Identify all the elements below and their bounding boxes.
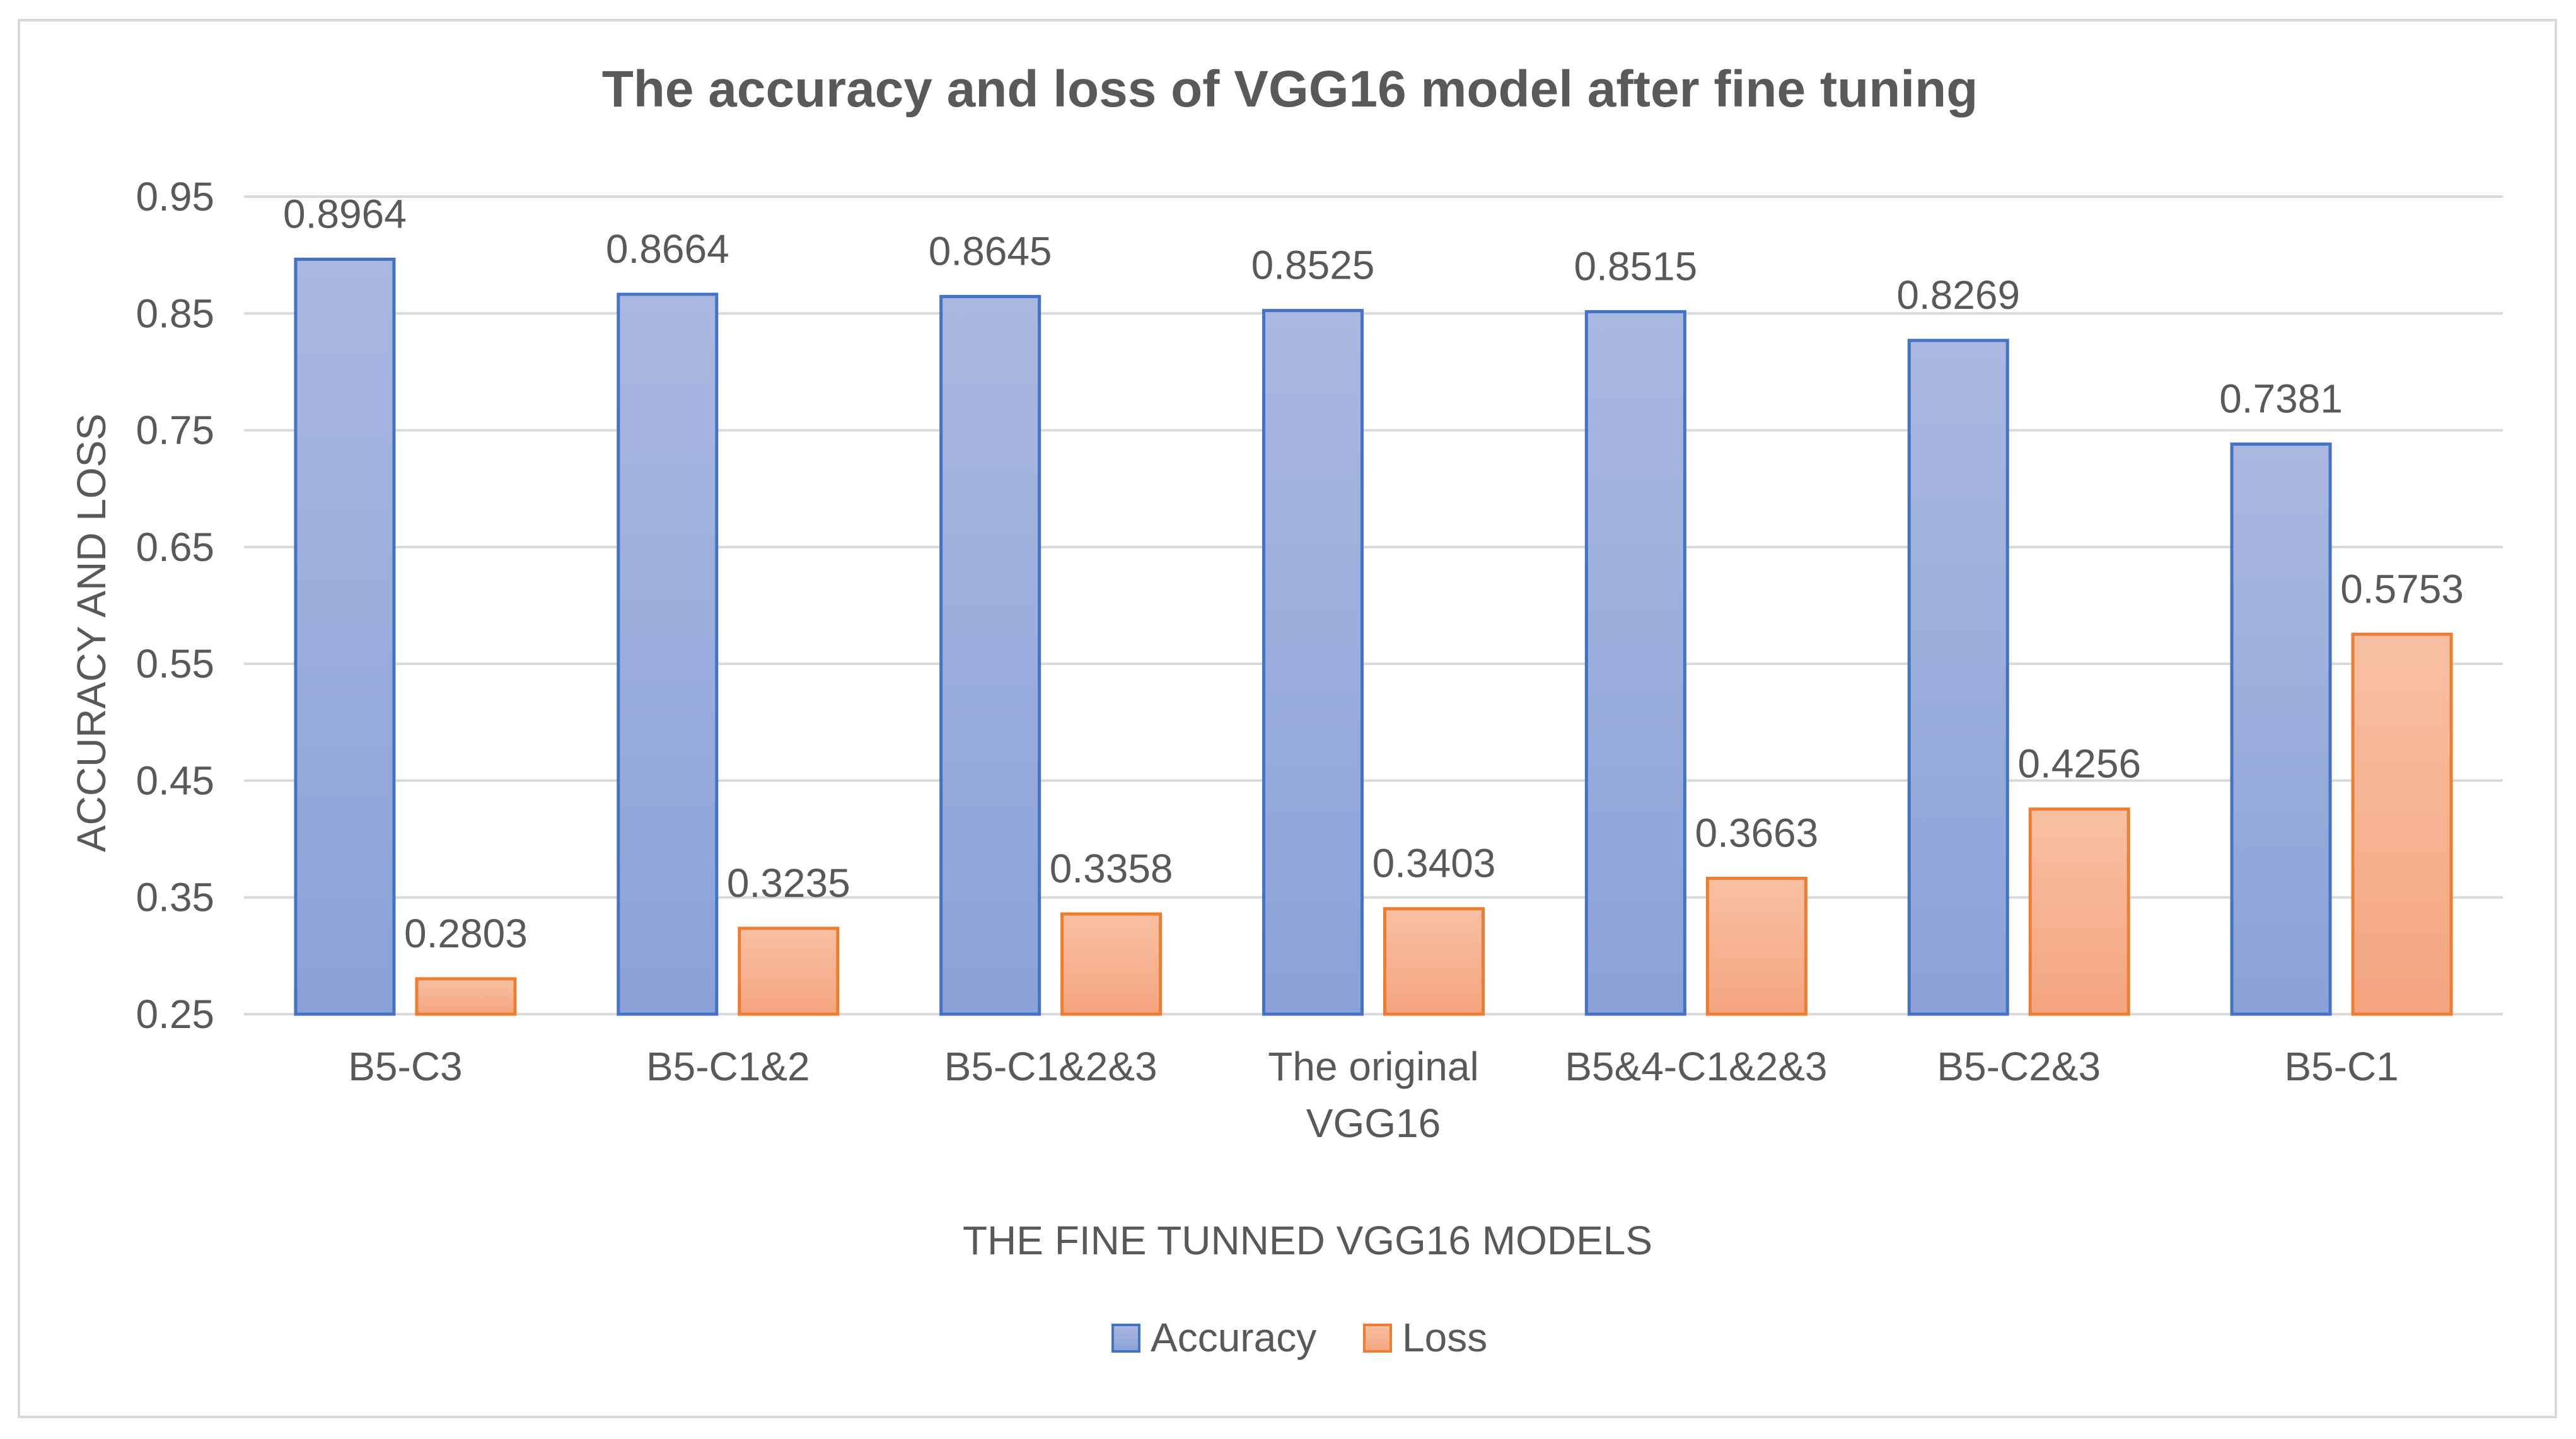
chart-title: The accuracy and loss of VGG16 model aft… [602, 61, 1978, 118]
loss-bar [1705, 877, 1807, 1016]
accuracy-bar [1584, 310, 1686, 1016]
loss-bar [415, 977, 517, 1016]
loss-data-label: 0.3235 [727, 860, 850, 906]
x-tick-label: B5&4-C1&2&3 [1565, 1044, 1827, 1089]
legend-loss-swatch [1363, 1324, 1392, 1353]
accuracy-bar [2230, 442, 2332, 1016]
data-labels: 0.8964 0.2803 0.8664 0.3235 0.8645 0.3358 0.85… [283, 191, 2464, 956]
grid-lines [244, 195, 2503, 1015]
loss-data-label: 0.5753 [2340, 566, 2464, 611]
legend-loss-label: Loss [1402, 1315, 1487, 1360]
legend-accuracy-swatch [1111, 1324, 1140, 1353]
loss-bar [1383, 907, 1485, 1016]
loss-bar [2351, 632, 2453, 1016]
x-tick-label: B5-C3 [348, 1044, 462, 1089]
x-tick-label: B5-C1&2 [646, 1044, 810, 1089]
y-axis-title: ACCURACY AND LOSS [69, 413, 114, 852]
y-axis-ticks: 0.25 0.35 0.45 0.55 0.65 0.75 0.85 0.95 [136, 174, 214, 1037]
loss-data-label: 0.3663 [1695, 811, 1818, 856]
accuracy-bar [939, 294, 1041, 1016]
x-tick-label: B5-C2&3 [1937, 1044, 2101, 1089]
accuracy-data-label: 0.8525 [1251, 243, 1375, 288]
y-tick-label: 0.95 [136, 174, 214, 219]
loss-bar [738, 927, 840, 1016]
loss-bar [2028, 807, 2130, 1016]
accuracy-bar [1907, 338, 2009, 1016]
accuracy-data-label: 0.7381 [2219, 376, 2343, 422]
x-tick-label: B5-C1 [2284, 1044, 2398, 1089]
loss-data-label: 0.2803 [404, 911, 528, 956]
accuracy-data-label: 0.8964 [283, 191, 407, 236]
y-tick-label: 0.55 [136, 641, 214, 686]
loss-bar [1060, 912, 1163, 1016]
accuracy-data-label: 0.8645 [929, 228, 1052, 274]
loss-data-label: 0.4256 [2017, 741, 2141, 787]
y-tick-label: 0.75 [136, 408, 214, 453]
y-tick-label: 0.65 [136, 524, 214, 570]
y-tick-label: 0.25 [136, 991, 214, 1037]
loss-data-label: 0.3358 [1050, 846, 1173, 891]
y-tick-label: 0.35 [136, 875, 214, 920]
accuracy-data-label: 0.8269 [1896, 272, 2020, 318]
accuracy-bar [1262, 309, 1364, 1016]
x-axis-ticks: B5-C3 B5-C1&2 B5-C1&2&3 The original VGG16 B5… [348, 1044, 2399, 1146]
x-tick-label: The original VGG16 [1268, 1044, 1478, 1146]
accuracy-data-label: 0.8515 [1574, 244, 1697, 289]
accuracy-bar [294, 257, 396, 1016]
chart-frame: The accuracy and loss of VGG16 model aft… [18, 19, 2557, 1418]
accuracy-bar [617, 292, 719, 1016]
legend-accuracy: Accuracy [1111, 1315, 1316, 1360]
y-tick-label: 0.85 [136, 291, 214, 336]
chart-canvas: The accuracy and loss of VGG16 model aft… [69, 61, 2503, 1360]
legend-loss: Loss [1363, 1315, 1487, 1360]
y-tick-label: 0.45 [136, 758, 214, 803]
x-axis-title: THE FINE TUNNED VGG16 MODELS [963, 1218, 1652, 1263]
loss-data-label: 0.3403 [1372, 841, 1496, 886]
bars [294, 257, 2453, 1016]
x-tick-label: B5-C1&2&3 [944, 1044, 1157, 1089]
accuracy-data-label: 0.8664 [606, 226, 729, 272]
legend-accuracy-label: Accuracy [1151, 1315, 1316, 1360]
legend: Accuracy Loss [1111, 1315, 1487, 1360]
